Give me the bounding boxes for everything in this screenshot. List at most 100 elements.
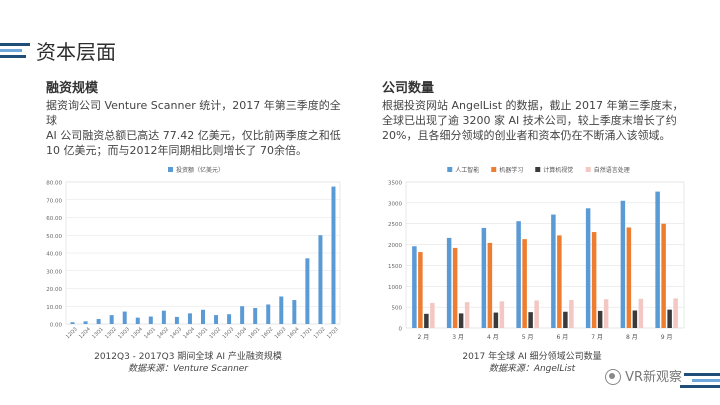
- x-tick-label: 12Q3: [65, 326, 79, 340]
- legend-swatch: [168, 167, 173, 172]
- left-chart-caption: 2012Q3 - 2017Q3 期间全球 AI 产业融资规模: [94, 352, 282, 362]
- bar: [487, 242, 493, 328]
- y-tick-label: 3000: [388, 201, 402, 207]
- y-tick-label: 0: [399, 327, 403, 333]
- watermark: VR新观察: [605, 366, 682, 385]
- x-tick-label: 16Q1: [248, 326, 262, 340]
- x-tick-label: 4 月: [487, 334, 499, 341]
- legend-label: 自然语言处理: [594, 166, 630, 174]
- bar: [626, 227, 632, 328]
- left-paragraph: 据资询公司 Venture Scanner 统计，2017 年第三季度的全球 A…: [46, 98, 346, 158]
- y-tick-label: 30.00: [46, 269, 62, 275]
- bar: [528, 312, 533, 328]
- bar: [430, 302, 435, 328]
- bar: [516, 221, 521, 328]
- bar: [135, 317, 140, 324]
- bar: [464, 302, 470, 328]
- bar: [603, 299, 609, 328]
- bar: [499, 301, 505, 328]
- y-tick-label: 500: [392, 306, 403, 312]
- x-tick-label: 14Q2: [156, 326, 170, 340]
- x-tick-label: 14Q3: [169, 326, 183, 340]
- legend-label: 人工智能: [455, 166, 479, 174]
- y-tick-label: 70.00: [46, 198, 62, 204]
- bar: [534, 300, 539, 328]
- x-tick-label: 6 月: [557, 334, 569, 341]
- bar: [109, 315, 114, 324]
- x-tick-label: 17Q2: [313, 326, 327, 340]
- x-tick-label: 2 月: [418, 334, 430, 341]
- x-tick-label: 13Q2: [104, 326, 118, 340]
- bar: [522, 239, 527, 328]
- corner-stripes: [680, 373, 720, 391]
- legend-label: 计算机视觉: [543, 166, 573, 174]
- x-tick-label: 15Q2: [208, 326, 222, 340]
- bar: [161, 310, 166, 324]
- left-paragraph-line: AI 公司融资总额已高达 77.42 亿美元，仅比前两季度之和低: [46, 129, 341, 142]
- x-tick-label: 8 月: [626, 334, 638, 341]
- y-tick-label: 20.00: [46, 287, 62, 293]
- bar: [620, 200, 626, 328]
- bar: [569, 300, 574, 328]
- bar: [148, 316, 153, 324]
- bar: [673, 298, 678, 328]
- x-tick-label: 3 月: [452, 334, 464, 341]
- right-paragraph-line: 全球已出现了逾 3200 家 AI 技术公司，较上季度末增长了约: [382, 114, 677, 127]
- funding-bar-chart: 0.00 10.00 20.00 30.00 40.00 50.00 60.00 70.00 8…: [46, 166, 341, 340]
- x-tick-label: 15Q4: [235, 326, 249, 340]
- bar: [292, 300, 297, 324]
- y-tick-label: 2500: [388, 222, 402, 228]
- legend-swatch: [585, 167, 591, 172]
- x-tick-label: 16Q3: [274, 326, 288, 340]
- wechat-icon: [605, 369, 622, 385]
- y-tick-label: 1500: [388, 264, 402, 270]
- x-tick-label: 16Q2: [261, 326, 275, 340]
- x-tick-label: 13Q4: [130, 326, 144, 340]
- y-tick-label: 1000: [388, 285, 402, 291]
- bar: [214, 315, 219, 324]
- left-paragraph-line: 10 亿美元；而与2012年同期相比则增长了 70余倍。: [46, 144, 307, 157]
- right-paragraph: 根据投资网站 AngelList 的数据，截止 2017 年第三季度末， 全球已…: [382, 98, 692, 143]
- bar: [667, 309, 672, 328]
- bar: [279, 296, 284, 324]
- legend-swatch: [491, 167, 497, 172]
- bar: [591, 232, 597, 328]
- legend-swatch: [447, 167, 453, 172]
- x-tick-label: 13Q3: [117, 326, 131, 340]
- legend-label: 投资额（亿美元）: [176, 166, 224, 174]
- x-tick-label: 14Q4: [182, 326, 196, 340]
- left-paragraph-line: 据资询公司 Venture Scanner 统计，2017 年第三季度的全球: [46, 99, 341, 127]
- x-tick-label: 5 月: [522, 334, 534, 341]
- right-heading: 公司数量: [382, 81, 435, 96]
- bar: [305, 258, 310, 324]
- bar: [661, 223, 666, 328]
- bar: [201, 309, 205, 324]
- bar: [446, 237, 452, 328]
- y-tick-label: 3500: [388, 181, 402, 187]
- bar: [122, 311, 127, 324]
- left-chart-source: 数据来源：Venture Scanner: [127, 364, 249, 374]
- y-tick-label: 80.00: [46, 181, 62, 187]
- x-tick-label: 15Q3: [221, 326, 235, 340]
- bar: [563, 311, 568, 328]
- bar: [597, 310, 603, 328]
- bar: [452, 247, 458, 328]
- title-stripes: [0, 43, 30, 61]
- bar: [551, 214, 556, 328]
- bar: [458, 313, 464, 328]
- bar: [240, 306, 245, 324]
- x-tick-label: 15Q1: [195, 326, 209, 340]
- x-tick-label: 14Q1: [143, 326, 157, 340]
- bar: [418, 252, 423, 328]
- x-tick-label: 17Q1: [300, 326, 314, 340]
- bar: [585, 208, 591, 328]
- bar: [424, 313, 429, 328]
- bar: [187, 313, 192, 324]
- right-paragraph-line: 根据投资网站 AngelList 的数据，截止 2017 年第三季度末，: [382, 99, 684, 112]
- bar: [632, 310, 638, 328]
- bar: [318, 235, 323, 324]
- bar: [557, 235, 562, 328]
- bar: [481, 227, 487, 328]
- y-tick-label: 0.00: [50, 323, 63, 329]
- legend-label: 机器学习: [499, 166, 523, 174]
